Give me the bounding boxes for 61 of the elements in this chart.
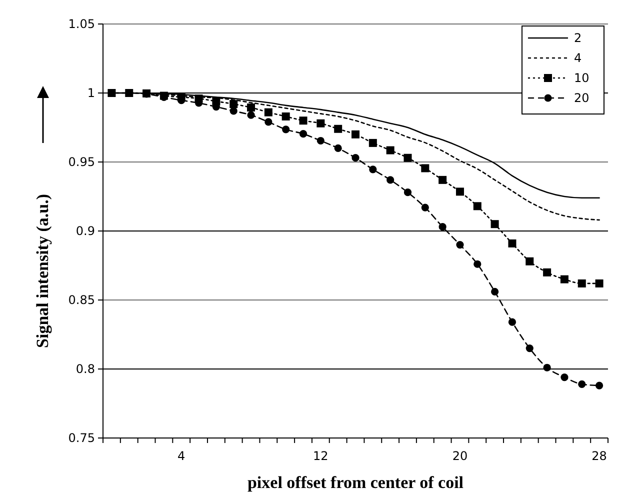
point bbox=[316, 119, 325, 128]
y-tick-label: 1 bbox=[87, 86, 95, 100]
point bbox=[526, 344, 534, 352]
point bbox=[386, 176, 394, 184]
point bbox=[421, 164, 430, 172]
point bbox=[282, 126, 290, 134]
x-tick-label: 12 bbox=[313, 449, 328, 463]
point bbox=[595, 382, 604, 390]
x-axis-title: pixel offset from center of coil bbox=[247, 473, 464, 492]
point bbox=[595, 279, 604, 288]
point bbox=[264, 118, 272, 126]
point bbox=[316, 136, 324, 145]
point bbox=[578, 380, 586, 388]
point bbox=[352, 154, 360, 162]
point bbox=[386, 146, 394, 154]
point bbox=[473, 202, 482, 210]
legend-label: 2 bbox=[574, 31, 582, 45]
point bbox=[247, 103, 256, 112]
point bbox=[264, 108, 272, 116]
point bbox=[508, 239, 516, 248]
point bbox=[438, 223, 446, 231]
legend-label: 10 bbox=[574, 71, 590, 85]
y-tick-label: 0.9 bbox=[76, 224, 95, 238]
point bbox=[474, 260, 482, 268]
point bbox=[334, 124, 342, 133]
point bbox=[491, 288, 499, 296]
y-tick-label: 1.05 bbox=[68, 17, 95, 31]
legend-label: 20 bbox=[574, 91, 590, 105]
legend-label: 4 bbox=[574, 51, 582, 65]
point bbox=[299, 116, 308, 125]
y-tick-label: 0.8 bbox=[76, 362, 95, 376]
point bbox=[543, 268, 552, 276]
point bbox=[247, 111, 255, 119]
point bbox=[369, 166, 377, 174]
point bbox=[560, 373, 568, 382]
point bbox=[334, 144, 342, 152]
point bbox=[352, 130, 360, 138]
point bbox=[578, 279, 586, 288]
point bbox=[404, 188, 412, 196]
point bbox=[543, 364, 551, 372]
point bbox=[508, 318, 516, 326]
point bbox=[230, 100, 238, 108]
point bbox=[230, 107, 238, 115]
point bbox=[438, 176, 447, 184]
point bbox=[299, 130, 308, 138]
y-tick-label: 0.75 bbox=[68, 431, 95, 445]
x-tick-label: 28 bbox=[592, 449, 607, 463]
x-tick-label: 20 bbox=[452, 449, 468, 463]
point bbox=[456, 241, 464, 249]
point bbox=[560, 275, 568, 284]
y-tick-label: 0.85 bbox=[68, 293, 95, 307]
point bbox=[282, 112, 290, 120]
point bbox=[421, 204, 429, 212]
point bbox=[526, 257, 534, 266]
x-tick-label: 4 bbox=[178, 449, 186, 463]
y-axis-title: Signal intensity (a.u.) bbox=[33, 194, 52, 348]
y-tick-label: 0.95 bbox=[68, 155, 95, 169]
point bbox=[490, 220, 499, 228]
point bbox=[404, 154, 412, 162]
point bbox=[368, 138, 377, 147]
point bbox=[456, 188, 464, 196]
